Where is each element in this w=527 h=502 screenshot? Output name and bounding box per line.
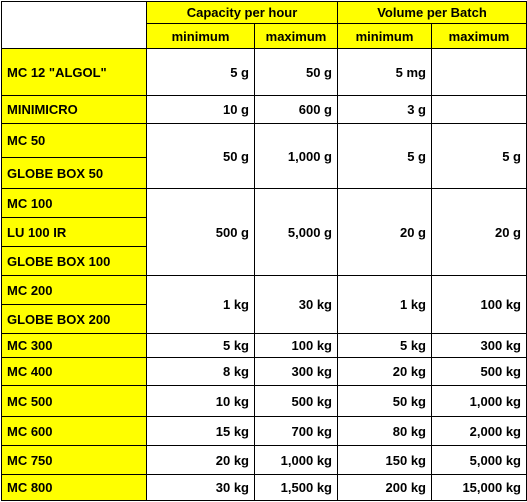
table-row: MC 50 50 g 1,000 g 5 g 5 g bbox=[1, 123, 527, 189]
volume-max-header: maximum bbox=[431, 23, 527, 49]
capacity-min-value: 1 kg bbox=[146, 275, 255, 334]
capacity-max-header: maximum bbox=[254, 23, 338, 49]
capacity-min-value: 5 kg bbox=[146, 333, 255, 358]
capacity-max-value: 700 kg bbox=[254, 416, 338, 446]
capacity-min-value: 15 kg bbox=[146, 416, 255, 446]
capacity-min-value: 500 g bbox=[146, 188, 255, 276]
volume-min-value: 5 g bbox=[337, 123, 432, 189]
volume-max-value: 100 kg bbox=[431, 275, 527, 334]
volume-min-value: 20 g bbox=[337, 188, 432, 276]
capacity-min-value: 5 g bbox=[146, 48, 255, 96]
volume-min-value: 3 g bbox=[337, 95, 432, 124]
volume-min-header: minimum bbox=[337, 23, 432, 49]
table-row: LU 100 IR bbox=[1, 217, 527, 247]
table-row: MC 12 "ALGOL" 5 g 50 g 5 mg bbox=[1, 48, 527, 96]
model-name: MINIMICRO bbox=[1, 95, 147, 124]
model-name: MC 400 bbox=[1, 357, 147, 386]
capacity-max-value: 500 kg bbox=[254, 385, 338, 417]
table-row: MC 750 20 kg 1,000 kg 150 kg 5,000 kg bbox=[1, 445, 527, 475]
volume-max-value: 5 g bbox=[431, 123, 527, 189]
volume-min-value: 150 kg bbox=[337, 445, 432, 475]
model-name: MC 100 bbox=[1, 188, 147, 218]
capacity-min-value: 8 kg bbox=[146, 357, 255, 386]
capacity-max-value: 100 kg bbox=[254, 333, 338, 358]
capacity-min-value: 10 g bbox=[146, 95, 255, 124]
volume-max-value: 15,000 kg bbox=[431, 474, 527, 501]
capacity-max-value: 30 kg bbox=[254, 275, 338, 334]
capacity-min-value: 20 kg bbox=[146, 445, 255, 475]
volume-min-value: 80 kg bbox=[337, 416, 432, 446]
table-row: MC 600 15 kg 700 kg 80 kg 2,000 kg bbox=[1, 416, 527, 446]
capacity-max-value: 300 kg bbox=[254, 357, 338, 386]
volume-max-value: 2,000 kg bbox=[431, 416, 527, 446]
volume-per-batch-header: Volume per Batch bbox=[337, 1, 527, 24]
volume-max-value bbox=[431, 48, 527, 96]
header-row-top: Capacity per hour Volume per Batch bbox=[1, 1, 527, 49]
volume-max-value: 20 g bbox=[431, 188, 527, 276]
table-row: GLOBE BOX 100 bbox=[1, 246, 527, 276]
capacity-min-value: 50 g bbox=[146, 123, 255, 189]
volume-max-value: 500 kg bbox=[431, 357, 527, 386]
table-row: MC 200 1 kg 30 kg 1 kg 100 kg bbox=[1, 275, 527, 334]
model-name: MC 800 bbox=[1, 474, 147, 501]
volume-max-value bbox=[431, 95, 527, 124]
model-name: MC 500 bbox=[1, 385, 147, 417]
capacity-per-hour-header: Capacity per hour bbox=[146, 1, 338, 24]
capacity-max-value: 600 g bbox=[254, 95, 338, 124]
model-name: MC 600 bbox=[1, 416, 147, 446]
model-name: MC 300 bbox=[1, 333, 147, 358]
capacity-min-value: 10 kg bbox=[146, 385, 255, 417]
capacity-max-value: 1,000 kg bbox=[254, 445, 338, 475]
model-name: GLOBE BOX 200 bbox=[1, 304, 147, 334]
table-row: MC 400 8 kg 300 kg 20 kg 500 kg bbox=[1, 357, 527, 386]
model-name: LU 100 IR bbox=[1, 217, 147, 247]
capacity-max-value: 5,000 g bbox=[254, 188, 338, 276]
model-name: GLOBE BOX 50 bbox=[1, 157, 147, 189]
table-row: MC 100 500 g 5,000 g 20 g 20 g bbox=[1, 188, 527, 276]
volume-min-value: 20 kg bbox=[337, 357, 432, 386]
table-row: MINIMICRO 10 g 600 g 3 g bbox=[1, 95, 527, 124]
volume-min-value: 50 kg bbox=[337, 385, 432, 417]
model-name: MC 50 bbox=[1, 123, 147, 158]
volume-min-value: 5 mg bbox=[337, 48, 432, 96]
volume-max-value: 5,000 kg bbox=[431, 445, 527, 475]
volume-min-value: 5 kg bbox=[337, 333, 432, 358]
table-row: GLOBE BOX 200 bbox=[1, 304, 527, 334]
capacity-max-value: 50 g bbox=[254, 48, 338, 96]
model-name: MC 200 bbox=[1, 275, 147, 305]
capacity-max-value: 1,000 g bbox=[254, 123, 338, 189]
header-row-sub: minimum maximum minimum maximum bbox=[2, 23, 527, 49]
volume-max-value: 1,000 kg bbox=[431, 385, 527, 417]
table-row: GLOBE BOX 50 bbox=[1, 157, 527, 189]
corner-cell bbox=[1, 1, 147, 49]
volume-min-value: 200 kg bbox=[337, 474, 432, 501]
capacity-max-value: 1,500 kg bbox=[254, 474, 338, 501]
volume-max-value: 300 kg bbox=[431, 333, 527, 358]
capacity-min-value: 30 kg bbox=[146, 474, 255, 501]
model-name: MC 750 bbox=[1, 445, 147, 475]
table-row: MC 300 5 kg 100 kg 5 kg 300 kg bbox=[1, 333, 527, 358]
table-row: MC 500 10 kg 500 kg 50 kg 1,000 kg bbox=[1, 385, 527, 417]
table-row: MC 800 30 kg 1,500 kg 200 kg 15,000 kg bbox=[1, 474, 527, 501]
model-name: MC 12 "ALGOL" bbox=[1, 48, 147, 96]
model-name: GLOBE BOX 100 bbox=[1, 246, 147, 276]
capacity-min-header: minimum bbox=[146, 23, 255, 49]
volume-min-value: 1 kg bbox=[337, 275, 432, 334]
